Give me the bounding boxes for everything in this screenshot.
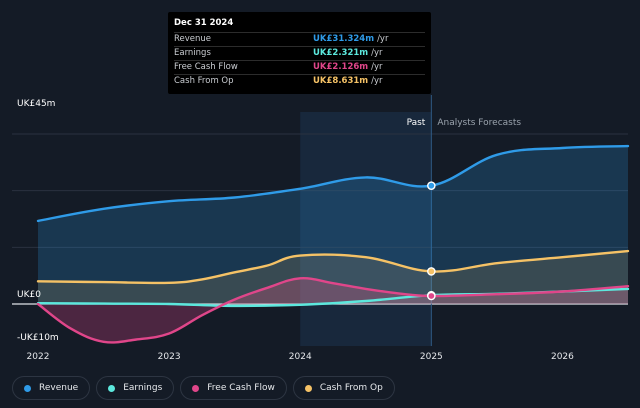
y-axis-zero-label: UK£0 [17, 290, 41, 300]
tooltip-value: UK£2.126m [313, 62, 369, 72]
y-axis-top-label: UK£45m [17, 99, 55, 109]
tooltip-row-revenue: Revenue UK£31.324m /yr [174, 32, 425, 46]
legend-label: Revenue [39, 383, 79, 393]
area-earnings [38, 288, 628, 306]
x-axis-tick-label: 2023 [158, 352, 181, 362]
legend-label: Free Cash Flow [207, 383, 275, 393]
hover-marker-revenue [427, 181, 436, 190]
legend-dot-icon [304, 384, 312, 392]
tooltip-date: Dec 31 2024 [174, 18, 234, 28]
line-free-cash-flow [36, 277, 630, 344]
legend: Revenue Earnings Free Cash Flow Cash Fro… [12, 376, 395, 400]
tooltip-unit: /yr [377, 34, 389, 44]
legend-label: Earnings [123, 383, 163, 393]
area-free-cash-flow [38, 278, 628, 343]
forecast-label: Analysts Forecasts [437, 118, 521, 128]
tooltip-unit: /yr [371, 62, 383, 72]
x-axis-tick-label: 2022 [27, 352, 50, 362]
tooltip: Dec 31 2024 Revenue UK£31.324m /yr Earni… [168, 12, 431, 94]
x-axis-tick-label: 2024 [289, 352, 312, 362]
legend-item-revenue[interactable]: Revenue [12, 376, 91, 400]
line-cash-from-op [36, 249, 630, 285]
tooltip-value: UK£31.324m [313, 34, 375, 44]
tooltip-label: Cash From Op [174, 76, 234, 86]
legend-dot-icon [108, 384, 116, 392]
tooltip-value: UK£2.321m [313, 48, 369, 58]
hover-marker-cash-from-op [427, 267, 436, 276]
tooltip-row-cash-from-op: Cash From Op UK£8.631m /yr [174, 74, 425, 88]
hover-marker-free-cash-flow [427, 291, 436, 301]
y-axis-bottom-label: -UK£10m [17, 333, 59, 343]
past-label: Past [407, 118, 426, 128]
x-axis-tick-label: 2025 [420, 352, 443, 362]
line-revenue [36, 144, 630, 223]
past-highlight-region [300, 112, 432, 346]
area-cash-from-op [38, 251, 628, 304]
legend-item-earnings[interactable]: Earnings [96, 376, 175, 400]
legend-label: Cash From Op [319, 383, 383, 393]
legend-dot-icon [24, 384, 31, 392]
tooltip-row-free-cash-flow: Free Cash Flow UK£2.126m /yr [174, 60, 425, 74]
tooltip-label: Revenue [174, 34, 212, 44]
tooltip-row-earnings: Earnings UK£2.321m /yr [174, 46, 425, 60]
tooltip-label: Earnings [174, 48, 211, 58]
legend-item-cash-from-op[interactable]: Cash From Op [292, 376, 395, 400]
tooltip-label: Free Cash Flow [174, 62, 238, 72]
legend-item-free-cash-flow[interactable]: Free Cash Flow [180, 376, 287, 400]
tooltip-unit: /yr [371, 48, 383, 58]
tooltip-unit: /yr [371, 76, 383, 86]
x-axis-tick-label: 2026 [551, 352, 574, 362]
tooltip-value: UK£8.631m [313, 76, 369, 86]
legend-dot-icon [192, 384, 200, 392]
